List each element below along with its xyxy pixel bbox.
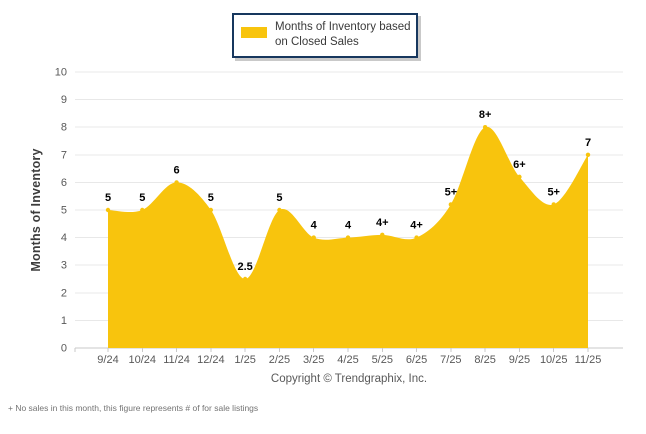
y-tick-label: 1 [61, 315, 67, 327]
point-label: 5 [105, 192, 111, 204]
legend-swatch [241, 27, 267, 38]
point-marker [208, 207, 214, 213]
x-tick-label: 7/25 [440, 354, 461, 366]
x-tick-label: 8/25 [474, 354, 495, 366]
point-label: 8+ [479, 109, 492, 121]
x-tick-label: 11/25 [575, 354, 602, 366]
point-marker [345, 235, 351, 240]
y-axis-title: Months of Inventory [29, 148, 43, 272]
y-tick-label: 5 [61, 205, 67, 217]
point-marker [105, 207, 111, 213]
y-tick-label: 10 [55, 67, 67, 79]
y-tick-label: 0 [61, 343, 67, 355]
y-tick-label: 6 [61, 177, 67, 189]
legend-label-line1: Months of Inventory based [275, 21, 411, 33]
point-marker [551, 202, 556, 207]
point-label: 4+ [376, 217, 389, 229]
area-series [108, 126, 588, 348]
y-tick-label: 7 [61, 149, 67, 161]
x-tick-label: 5/25 [372, 354, 393, 366]
x-tick-label: 9/25 [509, 354, 530, 366]
point-marker [517, 174, 522, 180]
point-label: 4+ [410, 220, 423, 232]
y-tick-label: 4 [61, 232, 67, 244]
point-label: 6+ [513, 159, 526, 171]
x-tick-label: 11/24 [163, 354, 190, 366]
x-tick-label: 12/24 [197, 354, 225, 366]
point-label: 5+ [547, 186, 560, 198]
copyright-text: Copyright © Trendgraphix, Inc. [270, 373, 428, 385]
x-tick-label: 4/25 [337, 354, 358, 366]
x-tick-label: 2/25 [269, 354, 290, 366]
point-label: 5 [208, 192, 214, 204]
point-marker [380, 232, 385, 238]
point-marker [174, 180, 179, 185]
legend-label: Months of Inventory based on Closed Sale… [275, 20, 411, 50]
x-tick-label: 9/24 [97, 354, 118, 366]
point-label: 4 [311, 220, 318, 232]
x-tick-label: 1/25 [234, 354, 255, 366]
y-tick-label: 2 [61, 287, 67, 299]
y-tick-label: 8 [61, 122, 67, 134]
point-marker [277, 207, 282, 213]
point-label: 6 [174, 164, 180, 176]
chart-legend: Months of Inventory based on Closed Sale… [232, 13, 418, 59]
point-marker [140, 207, 145, 213]
point-marker [311, 235, 316, 240]
legend-label-line2: on Closed Sales [275, 36, 359, 49]
y-tick-label: 9 [61, 94, 67, 106]
point-marker [585, 152, 591, 157]
point-marker [482, 125, 488, 130]
point-label: 5+ [445, 186, 458, 198]
point-label: 5 [139, 192, 145, 204]
point-marker [242, 276, 248, 282]
point-label: 2.5 [237, 261, 252, 273]
x-tick-label: 10/25 [540, 354, 568, 366]
x-tick-label: 3/25 [303, 354, 324, 366]
x-tick-label: 10/24 [129, 354, 157, 366]
point-marker [448, 202, 454, 207]
point-label: 5 [276, 192, 282, 204]
y-tick-label: 3 [61, 260, 67, 272]
point-label: 7 [585, 137, 591, 149]
x-tick-label: 6/25 [406, 354, 427, 366]
point-label: 4 [345, 220, 352, 232]
footnote-text: + No sales in this month, this figure re… [8, 403, 259, 413]
point-marker [414, 235, 419, 240]
